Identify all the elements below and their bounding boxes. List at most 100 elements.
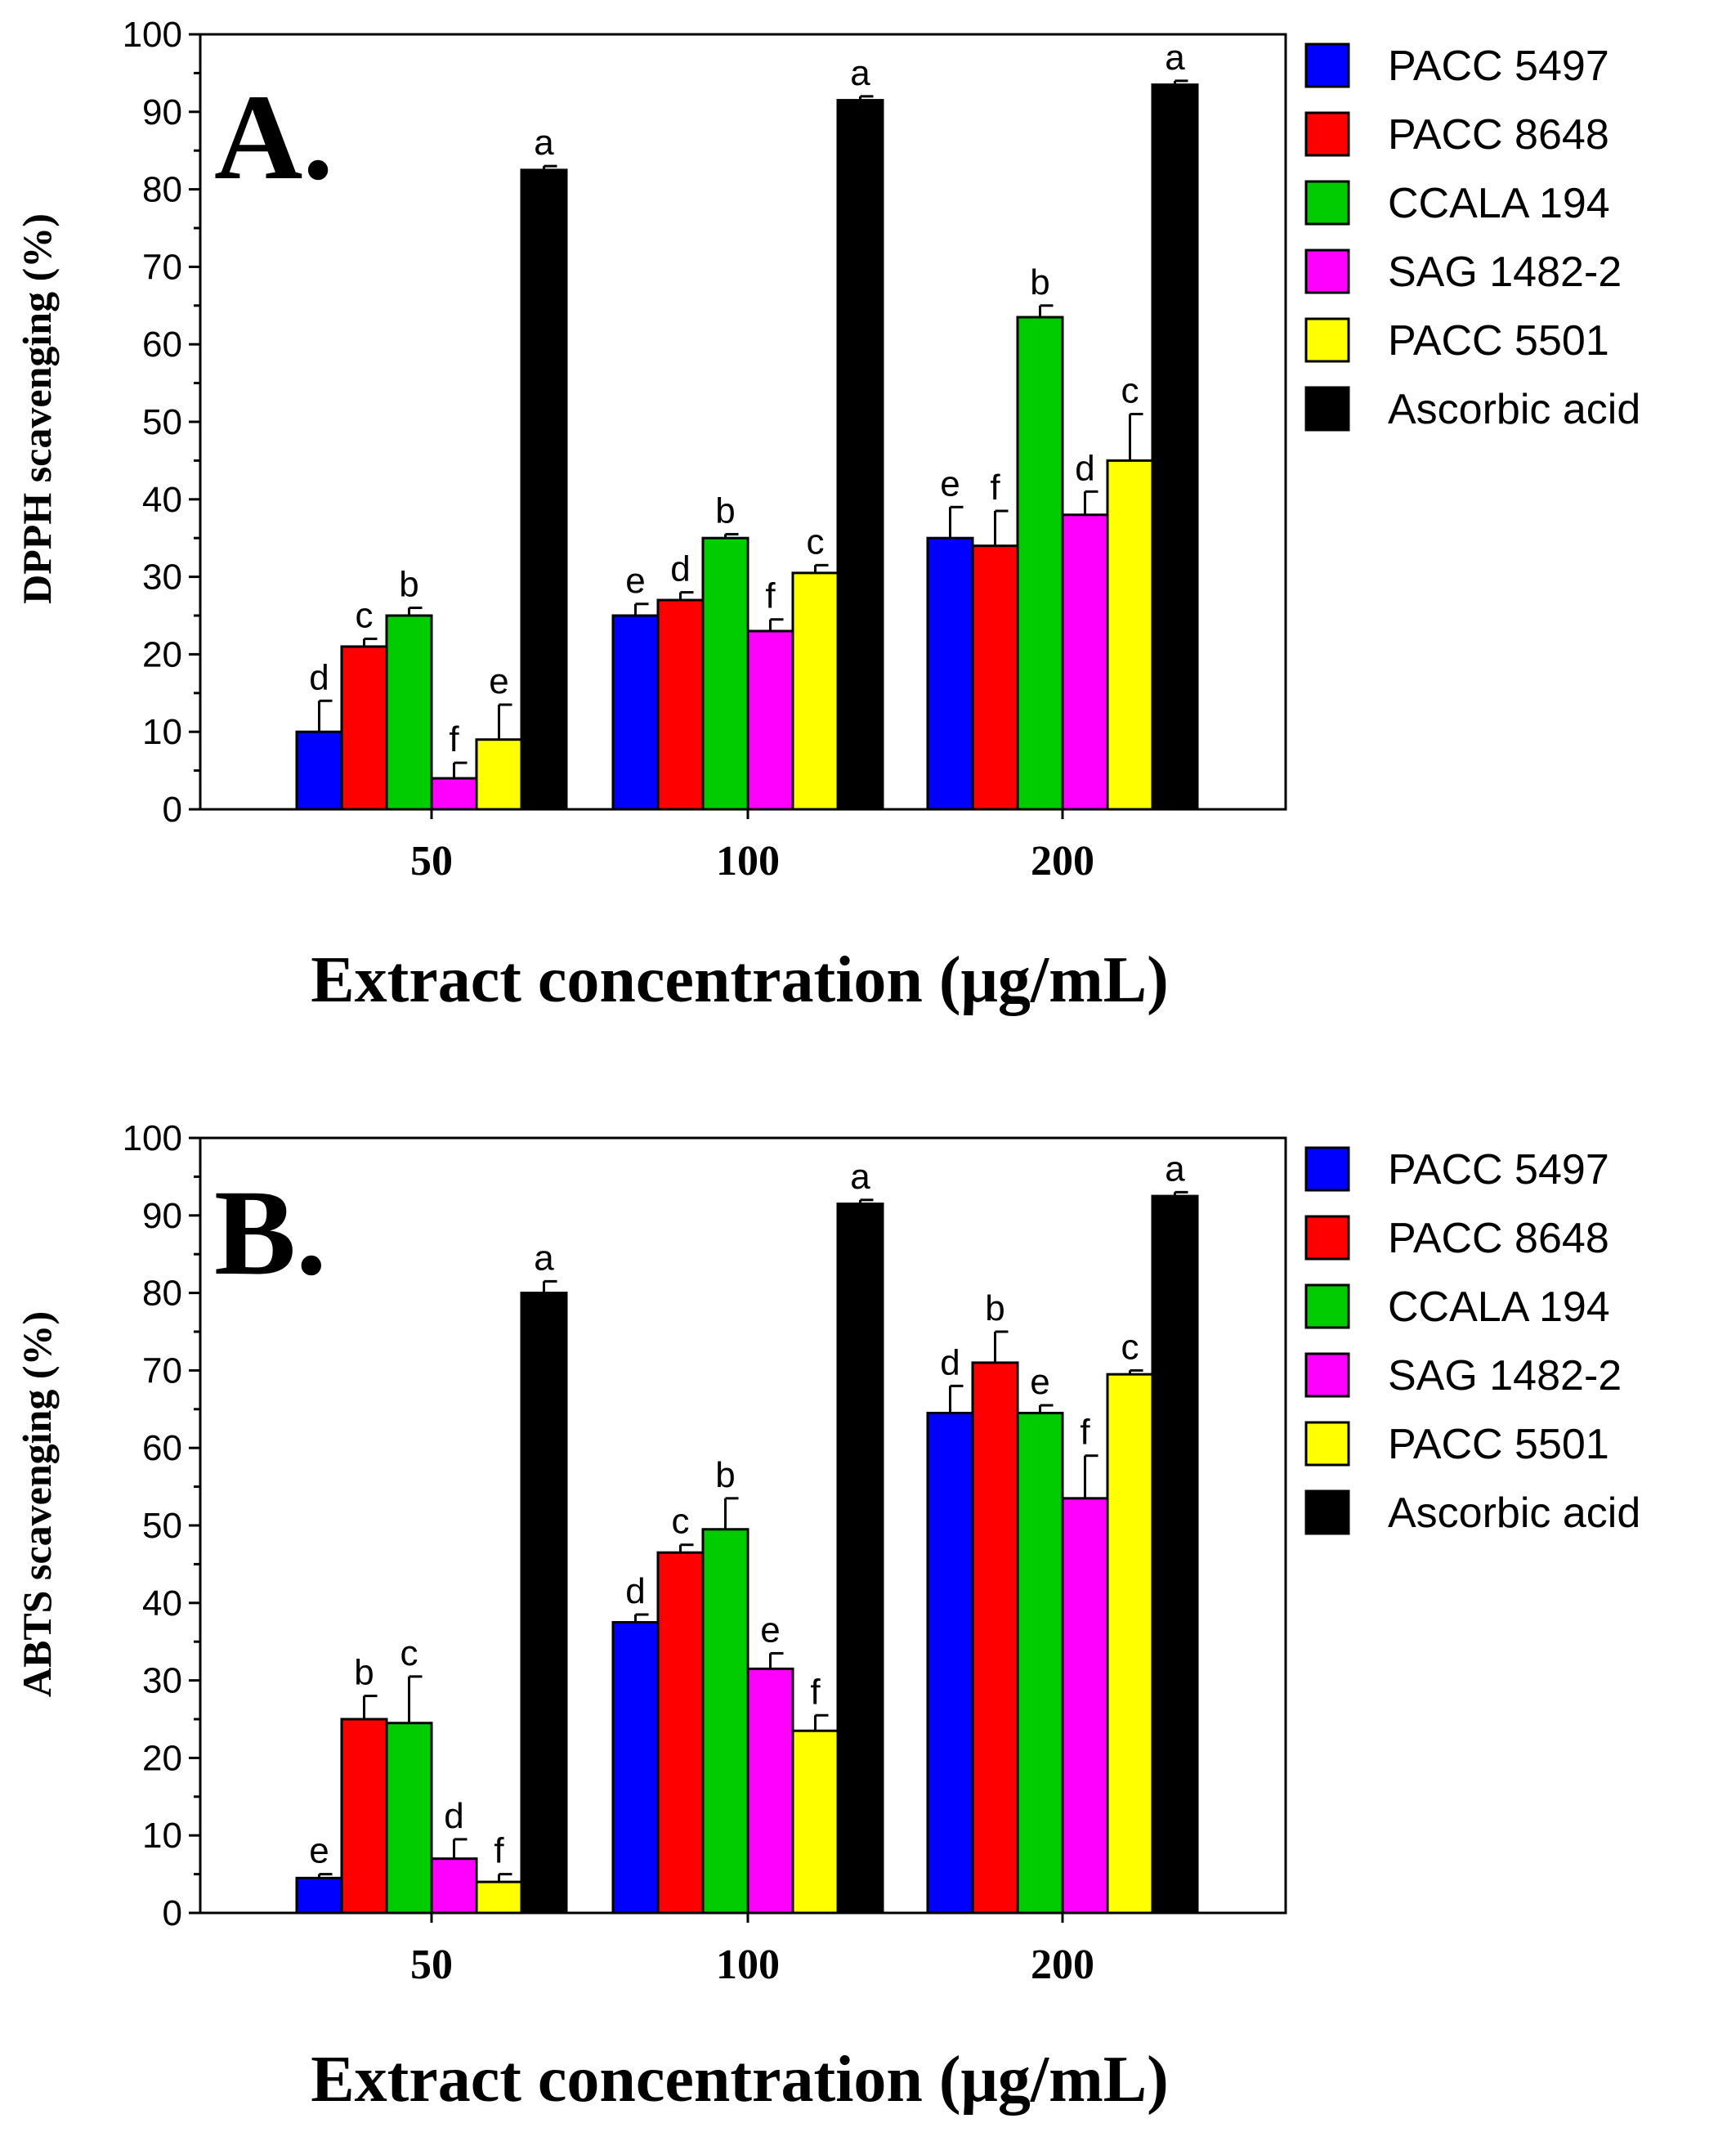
bar <box>971 544 1019 811</box>
legend: PACC 5497 PACC 8648 CCALA 194 SAG 1482-2 PAC… <box>1304 1146 1640 1537</box>
bar <box>791 571 839 811</box>
bar <box>385 1722 433 1915</box>
legend-label: SAG 1482-2 <box>1388 1352 1622 1400</box>
y-tick-label: 60 <box>142 325 182 365</box>
legend-swatch <box>1304 317 1350 363</box>
x-tick-label: 100 <box>716 1942 780 1988</box>
x-tick-label: 200 <box>1031 1942 1094 1988</box>
bar <box>1061 1497 1109 1915</box>
y-tick-label: 80 <box>142 1274 182 1314</box>
x-axis-label: Extract concentration (μg/mL) <box>311 944 1169 1016</box>
legend-label: CCALA 194 <box>1388 1283 1610 1331</box>
y-tick-label: 0 <box>163 790 182 830</box>
legend-label: PACC 5497 <box>1388 1146 1609 1194</box>
bar <box>1106 459 1154 811</box>
bar <box>1151 1194 1199 1915</box>
legend-swatch <box>1304 1421 1350 1467</box>
y-tick-label: 10 <box>142 712 182 752</box>
significance-letter: f <box>494 1831 504 1871</box>
y-tick-label: 70 <box>142 1350 182 1391</box>
x-tick-label: 200 <box>1031 838 1094 885</box>
panel-label: B. <box>214 1165 327 1301</box>
significance-letter: f <box>990 468 1000 508</box>
bar <box>385 614 433 811</box>
significance-letter: a <box>1165 38 1185 78</box>
legend-swatch <box>1304 1215 1350 1261</box>
bar <box>926 536 974 811</box>
bar <box>340 1718 388 1915</box>
y-axis-label: DPPH scavenging (%) <box>14 213 60 604</box>
legend-label: CCALA 194 <box>1388 180 1610 227</box>
significance-letter: d <box>1075 448 1094 488</box>
legend-swatch <box>1304 1489 1350 1535</box>
bar <box>1061 513 1109 811</box>
legend-swatch <box>1304 43 1350 88</box>
y-tick-label: 30 <box>142 558 182 598</box>
bar <box>656 1551 705 1915</box>
y-tick-label: 60 <box>142 1428 182 1468</box>
significance-letter: d <box>670 549 690 589</box>
y-tick-label: 70 <box>142 247 182 287</box>
bar <box>340 645 388 811</box>
significance-letter: e <box>760 1610 780 1650</box>
significance-letter: b <box>715 1455 735 1495</box>
panel-b: B. ABTS scavenging (%) Extract concentra… <box>14 1118 1640 2116</box>
significance-letter: b <box>715 490 735 531</box>
bar <box>746 1667 794 1915</box>
legend-swatch <box>1304 249 1350 294</box>
significance-letter: e <box>489 661 508 701</box>
bar <box>836 99 884 811</box>
bar <box>475 1880 523 1915</box>
bar <box>475 738 523 811</box>
legend-label: PACC 5501 <box>1388 317 1609 365</box>
legend-swatch <box>1304 1352 1350 1398</box>
significance-letter: b <box>399 565 418 605</box>
significance-letter: a <box>534 1238 554 1278</box>
significance-letter: c <box>356 595 374 635</box>
y-tick-label: 40 <box>142 1583 182 1624</box>
significance-letter: a <box>850 53 870 93</box>
significance-letter: f <box>765 576 776 616</box>
significance-letter: f <box>1080 1413 1090 1453</box>
bar <box>1106 1373 1154 1915</box>
significance-letter: c <box>807 522 825 562</box>
legend-swatch <box>1304 386 1350 432</box>
significance-letter: e <box>1030 1362 1049 1402</box>
bar <box>520 168 568 811</box>
y-tick-label: 100 <box>123 15 182 55</box>
bar <box>701 536 749 811</box>
bar <box>836 1203 884 1915</box>
significance-letter: a <box>534 123 554 163</box>
legend-label: SAG 1482-2 <box>1388 249 1622 296</box>
legend-label: PACC 8648 <box>1388 111 1609 159</box>
significance-letter: b <box>354 1653 374 1693</box>
significance-letter: c <box>400 1633 418 1673</box>
bar <box>971 1361 1019 1915</box>
bar <box>1151 83 1199 811</box>
x-tick-label: 100 <box>716 838 780 885</box>
bar <box>430 1857 478 1915</box>
significance-letter: e <box>625 561 645 601</box>
y-tick-label: 90 <box>142 1196 182 1236</box>
bar <box>656 598 705 811</box>
x-tick-label: 50 <box>410 838 453 885</box>
bar <box>520 1292 568 1915</box>
significance-letter: c <box>672 1502 690 1542</box>
y-tick-label: 50 <box>142 402 182 442</box>
bar <box>295 1876 343 1915</box>
significance-letter: a <box>1165 1149 1185 1189</box>
y-tick-label: 90 <box>142 92 182 132</box>
bar <box>926 1412 974 1915</box>
significance-letter: e <box>940 464 960 504</box>
significance-letter: d <box>940 1342 960 1382</box>
significance-letter: b <box>1030 262 1049 302</box>
significance-letter: c <box>1121 371 1139 411</box>
legend-swatch <box>1304 111 1350 157</box>
y-tick-label: 0 <box>163 1893 182 1933</box>
legend-swatch <box>1304 180 1350 226</box>
legend-swatch <box>1304 1146 1350 1192</box>
x-tick-label: 50 <box>410 1942 453 1988</box>
y-tick-label: 40 <box>142 480 182 520</box>
significance-letter: b <box>985 1288 1004 1328</box>
